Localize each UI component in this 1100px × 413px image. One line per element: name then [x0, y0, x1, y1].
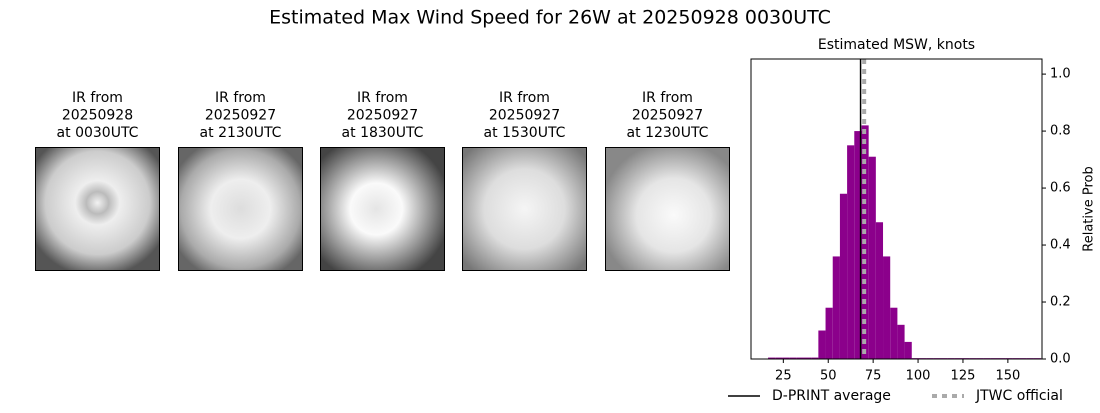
histogram-bar	[890, 307, 898, 359]
y-tick-label: 0.0	[1050, 352, 1071, 367]
y-tick-label: 0.8	[1050, 124, 1071, 139]
panel-title: at 2130UTC	[200, 125, 282, 141]
panel-title: 20250927	[632, 108, 703, 124]
histogram-bar	[825, 307, 833, 359]
panel-title: 20250927	[489, 108, 560, 124]
satellite-images	[35, 147, 730, 271]
ir-image	[35, 147, 160, 271]
y-tick-label: 0.6	[1050, 181, 1071, 196]
histogram-bar	[839, 193, 848, 359]
histogram-bar	[796, 357, 804, 359]
chart-title: Estimated MSW, knots	[818, 37, 975, 53]
histogram-bar	[883, 256, 891, 359]
panel-title: at 1830UTC	[342, 125, 424, 141]
figure-title: Estimated Max Wind Speed for 26W at 2025…	[269, 7, 831, 29]
panel-title: IR from	[357, 90, 408, 106]
x-tick-label: 100	[906, 369, 931, 384]
histogram-bar	[897, 324, 905, 359]
panel-title: IR from	[72, 90, 123, 106]
histogram-bar	[904, 341, 912, 359]
panel-title: at 1230UTC	[627, 125, 709, 141]
ir-image	[320, 147, 445, 271]
panel-title: 20250927	[347, 108, 418, 124]
histogram-bar	[868, 156, 876, 359]
ir-image	[605, 147, 730, 271]
histogram-bar	[803, 357, 812, 359]
panel-title: at 1530UTC	[484, 125, 566, 141]
panel-title: 20250928	[62, 108, 133, 124]
y-axis-label: Relative Prob	[1082, 166, 1097, 251]
panel-title: 20250927	[205, 108, 276, 124]
histogram-bar	[847, 145, 855, 359]
histogram-bar	[782, 357, 790, 359]
panel-title: at 0030UTC	[57, 125, 139, 141]
histogram-bar	[818, 330, 826, 359]
legend-label: JTWC official	[975, 388, 1063, 404]
x-tick-label: 50	[820, 369, 837, 384]
histogram-bar	[875, 222, 884, 359]
histogram-bar	[789, 357, 797, 359]
legend-label: D-PRINT average	[772, 388, 891, 404]
y-tick-label: 0.4	[1050, 238, 1071, 253]
histogram-bar	[832, 256, 840, 359]
x-tick-label: 25	[775, 369, 792, 384]
histogram-bar	[775, 357, 783, 359]
y-tick-label: 1.0	[1050, 67, 1071, 82]
ir-image	[462, 147, 587, 271]
y-tick-label: 0.2	[1050, 295, 1071, 310]
histogram-bar	[854, 131, 862, 359]
x-tick-label: 150	[995, 369, 1020, 384]
plot-frame	[750, 58, 1043, 360]
x-tick-label: 125	[951, 369, 976, 384]
ir-image	[178, 147, 303, 271]
panel-title: IR from	[215, 90, 266, 106]
x-tick-label: 75	[865, 369, 882, 384]
panel-title: IR from	[642, 90, 693, 106]
histogram-bar	[811, 357, 819, 359]
panel-title: IR from	[499, 90, 550, 106]
histogram-bar	[768, 357, 776, 359]
